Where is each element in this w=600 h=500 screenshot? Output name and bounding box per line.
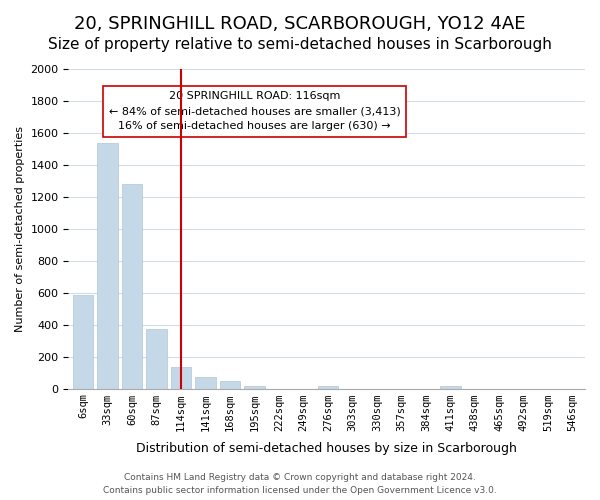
Bar bbox=[195, 378, 216, 388]
Bar bbox=[122, 184, 142, 388]
Text: 20, SPRINGHILL ROAD, SCARBOROUGH, YO12 4AE: 20, SPRINGHILL ROAD, SCARBOROUGH, YO12 4… bbox=[74, 15, 526, 33]
Bar bbox=[146, 328, 167, 388]
Bar bbox=[317, 386, 338, 388]
Text: 20 SPRINGHILL ROAD: 116sqm
← 84% of semi-detached houses are smaller (3,413)
16%: 20 SPRINGHILL ROAD: 116sqm ← 84% of semi… bbox=[109, 92, 400, 131]
Y-axis label: Number of semi-detached properties: Number of semi-detached properties bbox=[15, 126, 25, 332]
Bar bbox=[244, 386, 265, 388]
Bar bbox=[170, 367, 191, 388]
Text: Size of property relative to semi-detached houses in Scarborough: Size of property relative to semi-detach… bbox=[48, 38, 552, 52]
Bar bbox=[440, 386, 461, 388]
Text: Contains HM Land Registry data © Crown copyright and database right 2024.
Contai: Contains HM Land Registry data © Crown c… bbox=[103, 474, 497, 495]
Bar bbox=[97, 144, 118, 388]
X-axis label: Distribution of semi-detached houses by size in Scarborough: Distribution of semi-detached houses by … bbox=[136, 442, 517, 455]
Bar bbox=[73, 295, 94, 388]
Bar bbox=[220, 381, 241, 388]
